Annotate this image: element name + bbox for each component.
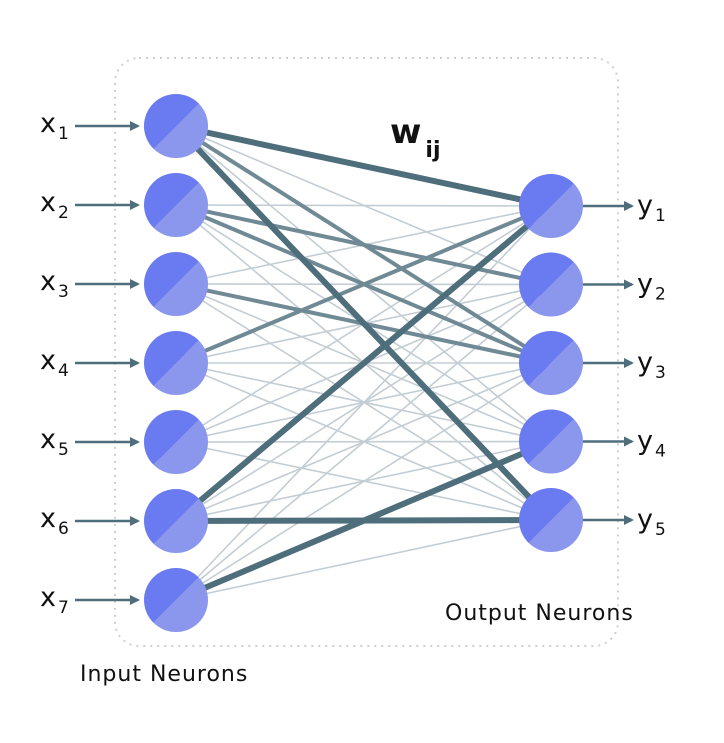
input-neurons-caption: Input Neurons — [80, 662, 248, 687]
output-neuron-4 — [519, 409, 583, 474]
neurons — [144, 94, 583, 632]
medium-connections — [174, 124, 553, 365]
input-neuron-3 — [144, 252, 208, 316]
input-neuron-5 — [144, 410, 208, 474]
connection-faint-x2-y1 — [175, 204, 552, 207]
weight-label: w ij — [390, 112, 441, 163]
connection-medium-x4-y1 — [174, 204, 553, 365]
input-neuron-6 — [144, 489, 208, 553]
connection-strong-x6-y1 — [173, 203, 554, 524]
input-neuron-1 — [144, 94, 208, 158]
connection-faint-x7-y3 — [175, 362, 552, 601]
output-neuron-2 — [519, 252, 583, 317]
output-neuron-5 — [519, 488, 583, 552]
io-arrows — [75, 121, 634, 605]
output-neuron-3 — [519, 331, 583, 395]
connection-faint-x7-y5 — [175, 519, 552, 601]
connection-medium-x2-y2 — [174, 203, 553, 287]
input-neuron-2 — [144, 173, 208, 237]
input-neuron-7 — [144, 568, 208, 632]
connection-strong-x7-y4 — [173, 438, 554, 603]
strong-connections — [173, 123, 554, 603]
io-labels: x 1 x 2 x 3 x 4 x 5 x 6 x 7 y 1 y 2 y 3 y 4 y 5 — [40, 108, 666, 618]
connection-faint-x7-y1 — [175, 205, 552, 601]
output-neurons-caption: Output Neurons — [445, 601, 634, 626]
connection-strong-x1-y1 — [173, 123, 554, 209]
connection-strong-x1-y5 — [173, 123, 554, 523]
output-neuron-1 — [519, 174, 583, 238]
input-neuron-4 — [144, 331, 208, 395]
